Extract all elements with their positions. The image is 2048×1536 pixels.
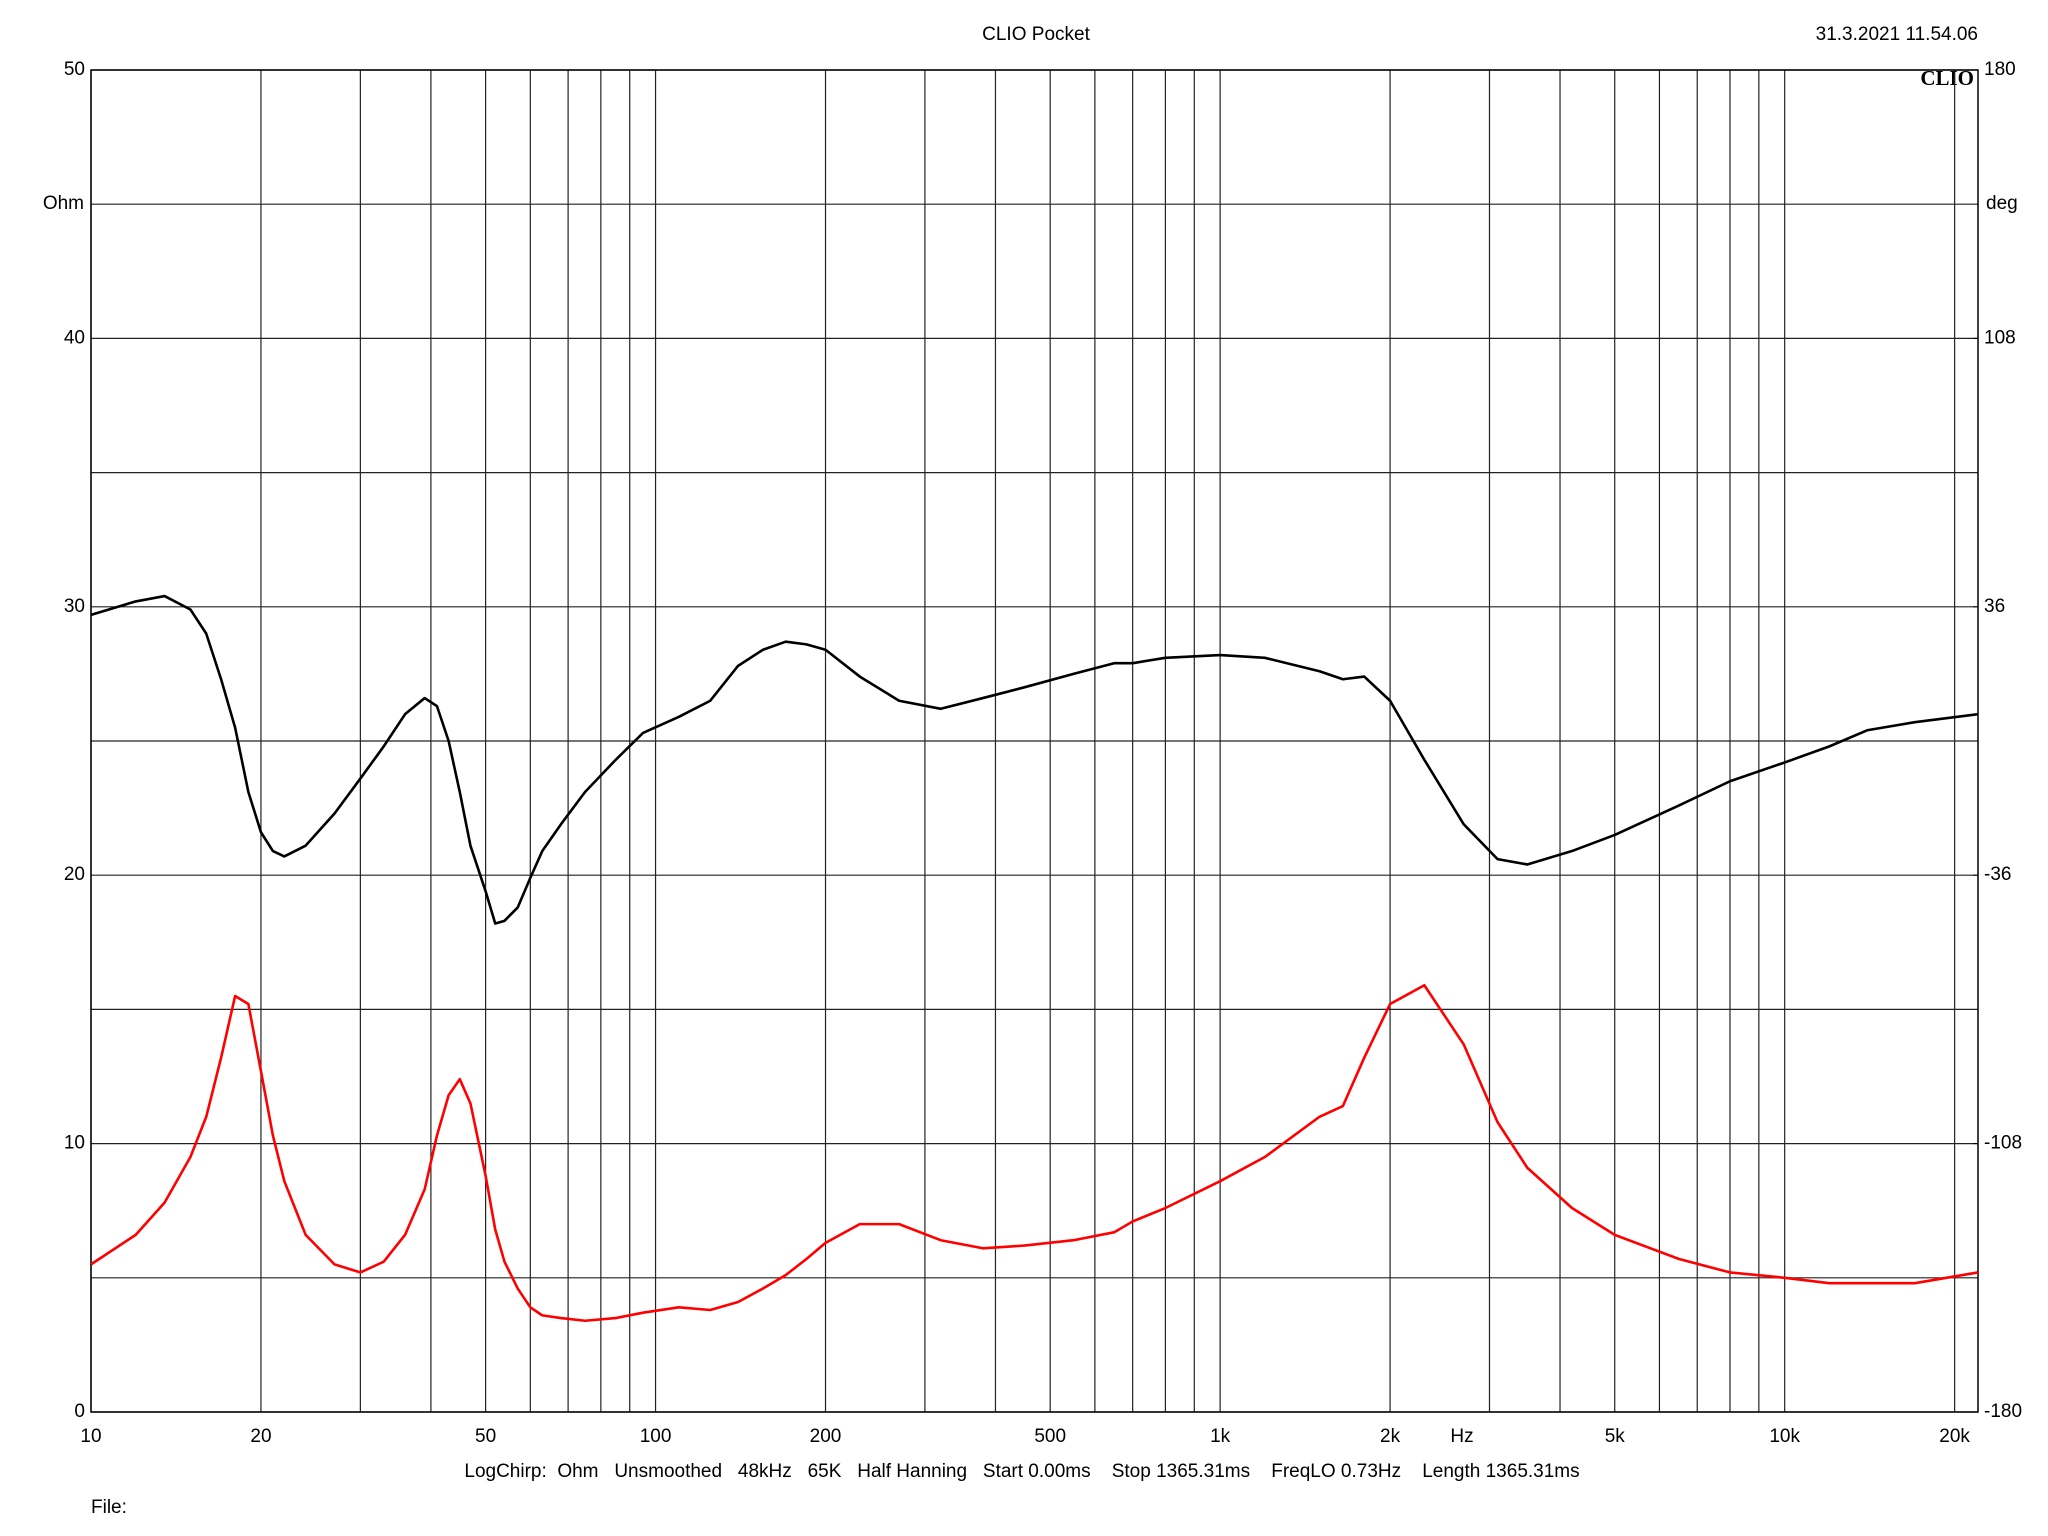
y-tick-label: 10 bbox=[64, 1133, 85, 1154]
y2-tick-label: 108 bbox=[1984, 327, 2016, 348]
data-line bbox=[90, 983, 1979, 1323]
x-tick-label: 5k bbox=[1605, 1426, 1626, 1447]
data-line bbox=[90, 594, 1979, 925]
x-tick-label: 100 bbox=[640, 1426, 672, 1447]
footer: LogChirp: Ohm Unsmoothed 48kHz 65K Half … bbox=[464, 1461, 1579, 1482]
x-tick-label: 50 bbox=[475, 1426, 496, 1447]
timestamp: 31.3.2021 11.54.06 bbox=[1816, 24, 1978, 45]
x-tick-label: 500 bbox=[1034, 1426, 1066, 1447]
y-tick-label: 30 bbox=[64, 596, 85, 617]
x-tick-label: 20 bbox=[250, 1426, 271, 1447]
y2-tick-label: 180 bbox=[1984, 59, 2016, 80]
plot-frame bbox=[90, 69, 1979, 1413]
x-tick-label: 10 bbox=[80, 1426, 101, 1447]
y2-tick-label: -36 bbox=[1984, 864, 2011, 885]
x-tick-label: 10k bbox=[1769, 1426, 1800, 1447]
y-tick-label: 50 bbox=[64, 59, 85, 80]
y-axis-label: Ohm bbox=[43, 193, 84, 214]
file-label: File: bbox=[91, 1497, 127, 1518]
y-tick-label: 20 bbox=[64, 864, 85, 885]
x-tick-label: 2k bbox=[1380, 1426, 1401, 1447]
y-tick-label: 40 bbox=[64, 327, 85, 348]
y-tick-label: 0 bbox=[74, 1401, 85, 1422]
x-tick-label: 200 bbox=[810, 1426, 842, 1447]
x-tick-label: 1k bbox=[1210, 1426, 1231, 1447]
chart-title: CLIO Pocket bbox=[982, 24, 1090, 45]
y2-tick-label: -180 bbox=[1984, 1401, 2022, 1422]
x-tick-label: 20k bbox=[1939, 1426, 1970, 1447]
y2-tick-label: 36 bbox=[1984, 596, 2005, 617]
x-axis-label: Hz bbox=[1450, 1426, 1473, 1447]
y2-axis-label: deg bbox=[1986, 193, 2018, 214]
y2-tick-label: -108 bbox=[1984, 1133, 2022, 1154]
